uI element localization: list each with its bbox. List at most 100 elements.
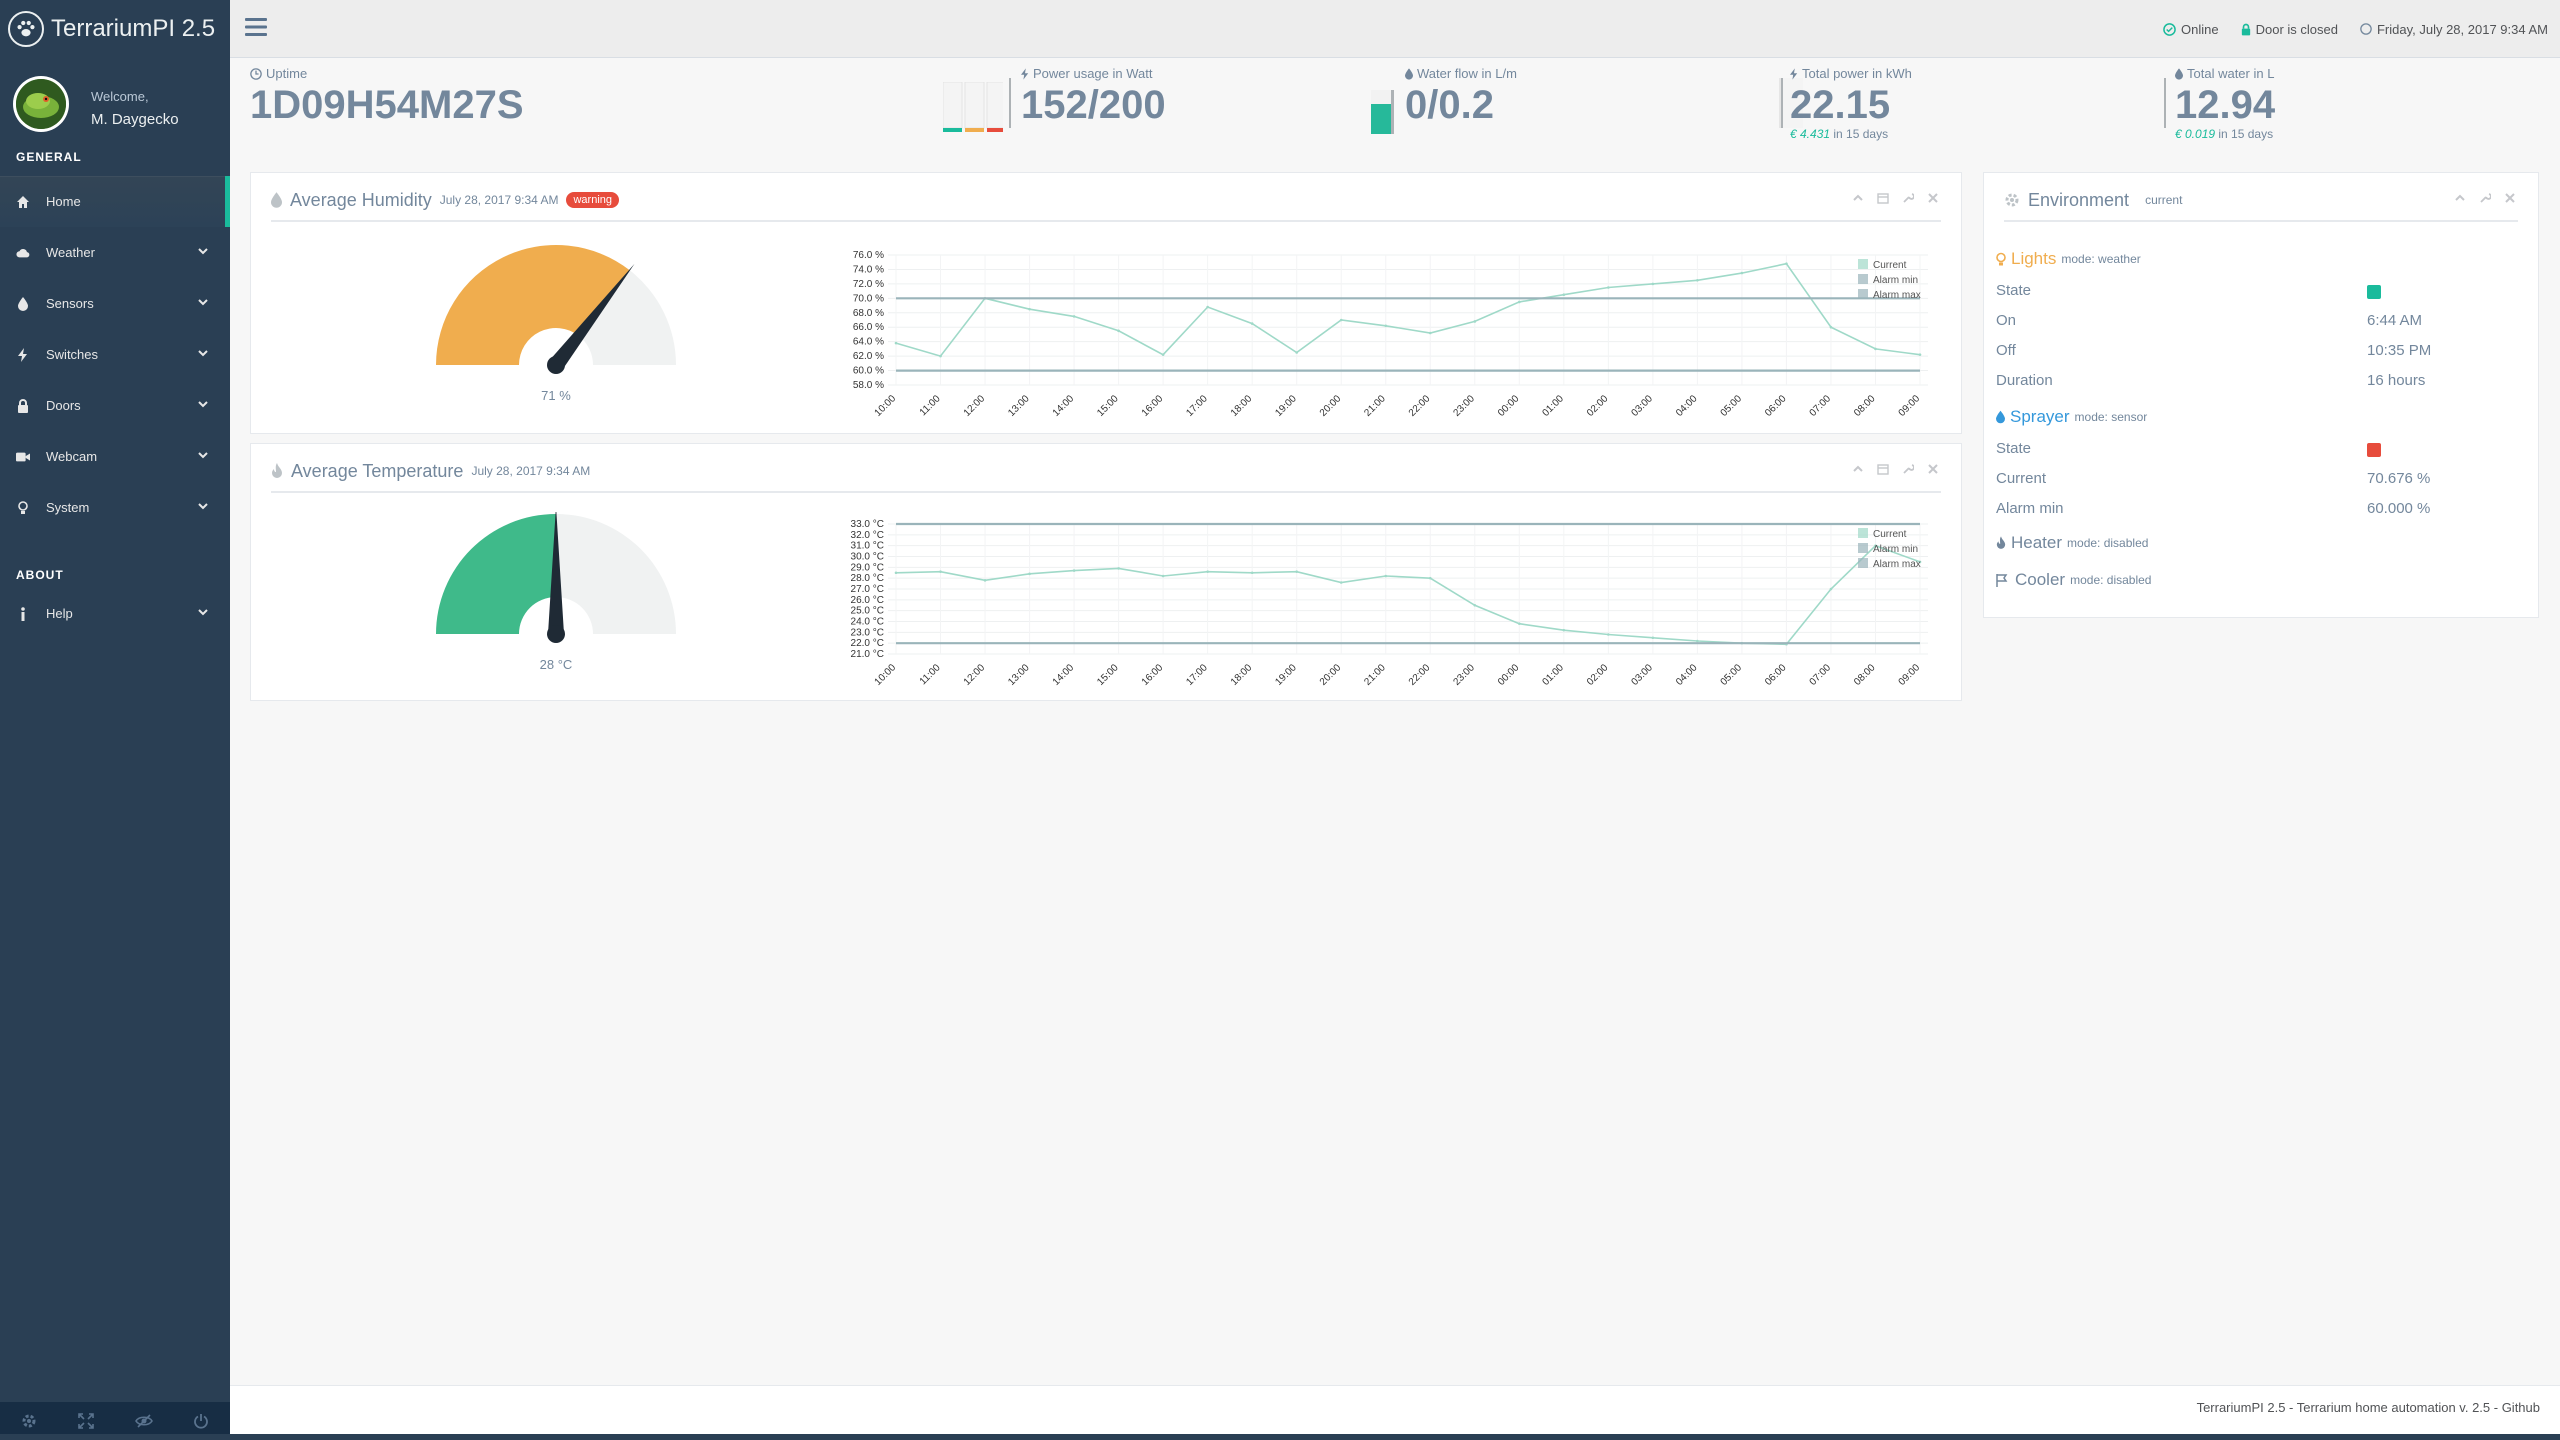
power-bar-level [987, 128, 1003, 132]
fullscreen-icon[interactable] [58, 1402, 116, 1440]
chevron-down-icon [198, 299, 208, 306]
sprayer-current-row: Current 70.676 % [1996, 470, 2431, 487]
x-tick-label: 23:00 [1451, 393, 1477, 419]
data-point [1339, 581, 1343, 584]
calendar-icon[interactable] [1877, 463, 1889, 475]
data-point [1295, 570, 1298, 573]
legend-swatch [1858, 558, 1868, 568]
x-tick-label: 19:00 [1273, 393, 1299, 419]
data-point [1295, 351, 1298, 354]
power-icon[interactable] [173, 1402, 231, 1440]
data-point [1785, 262, 1788, 265]
total-water-value: 12.94 [2175, 83, 2276, 127]
close-icon[interactable] [1927, 192, 1939, 204]
y-tick-label: 33.0 °C [851, 519, 884, 530]
gauge-needle [548, 506, 564, 634]
wrench-icon[interactable] [2479, 192, 2491, 204]
top-navbar: Online Door is closed Friday, July 28, 2… [230, 0, 2560, 58]
tile-water-flow: Water flow in L/m 0/0.2 [1405, 66, 1517, 127]
sidebar-item-label: Home [46, 194, 81, 209]
x-tick-label: 11:00 [918, 662, 943, 687]
sidebar-item-label: Webcam [46, 449, 98, 464]
chevron-down-icon [198, 248, 208, 255]
cloud-icon [16, 246, 30, 260]
lights-duration-row: Duration 16 hours [1996, 372, 2426, 389]
data-point [1028, 307, 1031, 311]
bolt-icon [16, 347, 30, 362]
x-tick-label: 09:00 [1897, 662, 1923, 688]
sidebar-item-switches[interactable]: Switches [0, 329, 230, 380]
chevron-up-icon[interactable] [1852, 463, 1864, 475]
data-point [1874, 347, 1877, 351]
gauge-track [556, 514, 676, 634]
sidebar-item-system[interactable]: System [0, 482, 230, 533]
fire-icon [1996, 536, 2006, 549]
humidity-chart: 76.0 % 74.0 % 72.0 % 70.0 % 68.0 % 66.0 % 64.0… [853, 250, 1928, 419]
wrench-icon[interactable] [1902, 463, 1914, 475]
x-tick-label: 05:00 [1719, 662, 1745, 688]
sidebar-item-home[interactable]: Home [0, 176, 230, 227]
sidebar-item-label: Switches [46, 347, 99, 362]
x-tick-label: 02:00 [1585, 393, 1611, 419]
chevron-up-icon[interactable] [1852, 192, 1864, 204]
gauge-needle-hub [547, 625, 565, 643]
check-circle-icon [2163, 22, 2176, 36]
x-tick-label: 23:00 [1451, 662, 1477, 688]
power-bar-slot [943, 82, 963, 129]
sidebar-item-sensors[interactable]: Sensors [0, 278, 230, 329]
sidebar: TerrariumPI 2.5 Welcome, M. Daygecko GEN… [0, 0, 230, 1440]
data-point [1740, 271, 1744, 275]
y-tick-label: 62.0 % [853, 351, 884, 362]
sidebar-item-weather[interactable]: Weather [0, 227, 230, 278]
sidebar-item-label: Help [46, 606, 73, 621]
x-tick-label: 14:00 [1051, 393, 1077, 419]
data-point [1918, 353, 1922, 356]
series-line-current [895, 544, 1921, 646]
x-tick-label: 15:00 [1095, 393, 1121, 419]
legend-label: Alarm max [1873, 559, 1921, 570]
data-point [1250, 322, 1254, 325]
close-icon[interactable] [2504, 192, 2516, 204]
legend-label: Alarm min [1873, 275, 1918, 286]
y-tick-label: 58.0 % [853, 380, 884, 391]
data-point [1339, 318, 1343, 322]
data-point [1384, 574, 1388, 578]
flag-icon [1996, 574, 2008, 587]
x-tick-label: 04:00 [1674, 393, 1700, 419]
panel-tools [2454, 192, 2516, 204]
clock-icon [250, 67, 262, 80]
stats-row: Uptime 1D09H54M27S Power usage in Watt 1… [230, 58, 2560, 158]
panel-title: Environment current [2004, 183, 2182, 217]
lock-icon [2241, 23, 2250, 35]
x-tick-label: 21:00 [1362, 393, 1388, 419]
sidebar-item-doors[interactable]: Doors [0, 380, 230, 431]
wrench-icon[interactable] [1902, 192, 1914, 204]
calendar-icon[interactable] [1877, 192, 1889, 204]
menu-toggle-icon[interactable] [245, 17, 267, 42]
sidebar-item-help[interactable]: Help [0, 588, 230, 639]
settings-icon[interactable] [0, 1402, 58, 1440]
x-tick-label: 07:00 [1808, 393, 1834, 419]
chevron-down-icon [198, 401, 208, 408]
data-point [894, 341, 898, 345]
brand[interactable]: TerrariumPI 2.5 [0, 0, 230, 58]
data-point [1206, 305, 1209, 309]
profile: Welcome, M. Daygecko [0, 58, 230, 150]
chevron-up-icon[interactable] [2454, 192, 2466, 204]
gauge-dial [436, 245, 676, 374]
x-tick-label: 00:00 [1496, 393, 1522, 419]
fire-icon [272, 463, 282, 478]
eye-slash-icon[interactable] [115, 1402, 173, 1440]
x-tick-label: 01:00 [1540, 393, 1566, 419]
avatar[interactable] [13, 76, 69, 132]
tile-uptime: Uptime 1D09H54M27S [250, 66, 524, 127]
legend-label: Current [1873, 529, 1907, 540]
y-tick-label: 21.0 °C [851, 649, 884, 660]
sprayer-state-row: State [1996, 440, 2528, 460]
sidebar-item-webcam[interactable]: Webcam [0, 431, 230, 482]
close-icon[interactable] [1927, 463, 1939, 475]
online-status: Online [2163, 22, 2219, 37]
y-tick-label: 30.0 °C [851, 552, 884, 563]
x-tick-label: 10:00 [873, 662, 899, 688]
data-point [939, 354, 942, 358]
